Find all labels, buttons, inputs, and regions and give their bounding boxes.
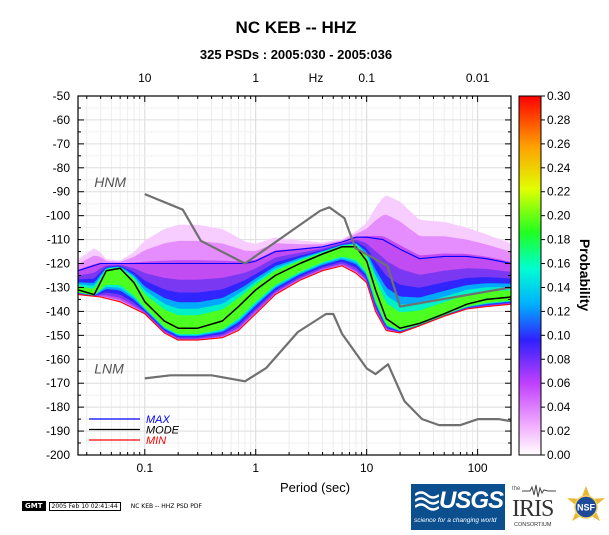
x-tick-label: 1 <box>252 461 259 475</box>
probability-density <box>78 195 511 341</box>
iris-text: IRIS <box>512 496 554 522</box>
series-line-min <box>78 265 511 341</box>
legend-label-mode: MODE <box>146 425 180 437</box>
series-line-mode <box>78 246 511 329</box>
x-tick-label: 100 <box>468 461 488 475</box>
footer: GMT 2005 Feb 10 02:41:44 NC KEB -- HHZ P… <box>22 500 202 512</box>
colorbar-tick-label: 0.00 <box>547 448 571 462</box>
colorbar-label: Probability <box>577 239 593 312</box>
y-tick-label: -190 <box>46 424 70 438</box>
top-tick-label: 1 <box>252 71 259 85</box>
usgs-tagline: science for a changing world <box>414 517 497 524</box>
y-tick-label: -60 <box>53 113 71 127</box>
colorbar-tick-label: 0.14 <box>547 280 571 294</box>
y-tick-label: -100 <box>46 209 70 223</box>
top-tick-label: 10 <box>138 71 152 85</box>
y-tick-label: -130 <box>46 280 70 294</box>
y-tick-label: -50 <box>53 89 71 103</box>
chart-title: NC KEB -- HHZ <box>236 18 357 37</box>
y-tick-label: -120 <box>46 257 70 271</box>
y-tick-label: -160 <box>46 352 70 366</box>
y-tick-label: -200 <box>46 448 70 462</box>
top-tick-label: 0.01 <box>466 71 490 85</box>
colorbar-tick-label: 0.18 <box>547 233 571 247</box>
colorbar-tick-label: 0.24 <box>547 161 571 175</box>
iris-logo: the IRIS CONSORTIUM <box>510 484 560 530</box>
colorbar-tick-label: 0.12 <box>547 304 571 318</box>
legend-label-max: MAX <box>146 414 171 426</box>
annotation-hnm: HNM <box>94 174 126 190</box>
x-tick-label: 0.1 <box>136 461 153 475</box>
nsf-seal-icon: NSF <box>567 486 605 521</box>
chart-subtitle: 325 PSDs : 2005:030 - 2005:036 <box>200 47 392 62</box>
colorbar-tick-label: 0.22 <box>547 185 571 199</box>
top-frequency-axis: 10 1 0.1 0.01 <box>138 71 489 85</box>
y-tick-label: -140 <box>46 304 70 318</box>
top-axis-label: Hz <box>309 71 324 85</box>
annotation-lnm: LNM <box>94 361 124 377</box>
y-tick-label: -170 <box>46 376 70 390</box>
iris-consortium: CONSORTIUM <box>514 522 552 528</box>
y-tick-label: -180 <box>46 400 70 414</box>
seismogram-icon <box>522 484 556 498</box>
model-annotations: HNM LNM <box>94 174 126 377</box>
y-axis: -50 -60 -70 -80 -90 -100 -110 -120 -130 -140 -150 -… <box>46 89 511 462</box>
series-lines <box>78 193 511 427</box>
colorbar-tick-label: 0.08 <box>547 352 571 366</box>
timestamp: 2005 Feb 10 02:41:44 <box>48 501 121 511</box>
footer-caption: NC KEB -- HHZ PSD PDF <box>130 502 202 510</box>
colorbar-tick-label: 0.06 <box>547 376 571 390</box>
series-line-max <box>78 236 511 272</box>
usgs-logo: USGS science for a changing world <box>411 484 505 530</box>
series-line-hnm <box>144 193 511 308</box>
colorbar-tick-label: 0.02 <box>547 424 571 438</box>
y-tick-label: -150 <box>46 328 70 342</box>
colorbar-tick-label: 0.20 <box>547 209 571 223</box>
colorbar-tick-label: 0.30 <box>547 89 571 103</box>
usgs-wave-icon <box>415 491 439 511</box>
colorbar-tick-label: 0.16 <box>547 257 571 271</box>
colorbar-ticks: 0.00 0.02 0.04 0.06 0.08 0.10 0.12 0.14 0.16 0.18… <box>541 89 571 462</box>
colorbar <box>518 95 542 456</box>
usgs-text: USGS <box>439 487 504 514</box>
y-tick-label: -70 <box>53 137 71 151</box>
nsf-text: NSF <box>577 503 596 513</box>
x-axis: 0.1 1 10 100 <box>86 96 512 475</box>
colorbar-tick-label: 0.28 <box>547 113 571 127</box>
colorbar-tick-label: 0.26 <box>547 137 571 151</box>
y-tick-label: -90 <box>53 185 71 199</box>
nsf-logo: NSF <box>565 484 607 530</box>
y-tick-label: -110 <box>47 233 70 247</box>
top-tick-label: 0.1 <box>358 71 375 85</box>
x-tick-label: 10 <box>360 461 374 475</box>
colorbar-tick-label: 0.04 <box>547 400 571 414</box>
series-line-lnm <box>144 312 511 427</box>
x-axis-label: Period (sec) <box>280 480 350 495</box>
iris-prefix: the <box>512 486 521 492</box>
colorbar-tick-label: 0.10 <box>547 328 571 342</box>
y-tick-label: -80 <box>53 161 71 175</box>
legend-label-min: MIN <box>146 435 166 447</box>
gmt-badge: GMT <box>22 501 46 511</box>
